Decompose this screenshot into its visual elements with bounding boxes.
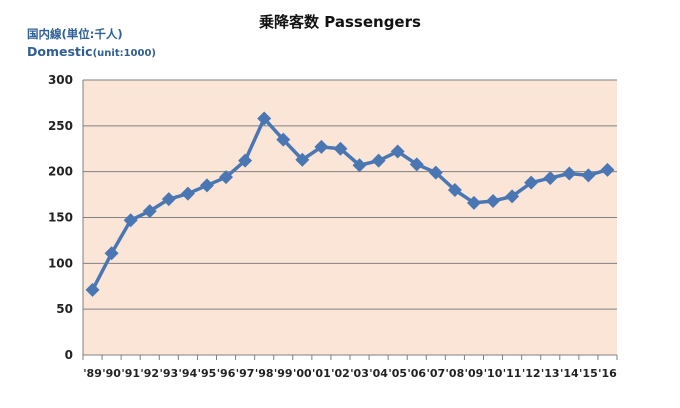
data-point xyxy=(257,111,272,126)
data-point xyxy=(314,139,329,154)
data-point xyxy=(142,204,157,219)
data-point xyxy=(104,246,119,261)
y-tick-label: 0 xyxy=(65,348,73,362)
data-point xyxy=(409,157,424,172)
x-tick-label: '11 xyxy=(503,367,522,380)
y-tick-label: 100 xyxy=(48,256,73,270)
x-tick-label: '16 xyxy=(598,367,617,380)
data-point xyxy=(333,141,348,156)
x-tick-label: '01 xyxy=(312,367,331,380)
data-point xyxy=(85,282,100,297)
data-point xyxy=(428,165,443,180)
unit-label-en: Domestic(unit:1000) xyxy=(27,44,156,59)
x-tick-label: '89 xyxy=(83,367,102,380)
x-tick-label: '99 xyxy=(274,367,293,380)
chart-title: 乗降客数 Passengers xyxy=(259,13,421,31)
unit-label-jp: 国内線(単位:千人) xyxy=(27,27,123,41)
data-point xyxy=(199,178,214,193)
x-tick-label: '05 xyxy=(388,367,407,380)
x-tick-label: '03 xyxy=(350,367,369,380)
x-tick-label: '02 xyxy=(331,367,350,380)
data-point xyxy=(447,183,462,197)
x-tick-label: '06 xyxy=(407,367,426,380)
x-tick-label: '12 xyxy=(522,367,541,380)
x-tick-label: '90 xyxy=(102,367,121,380)
series-line xyxy=(90,116,608,291)
y-tick-label: 250 xyxy=(48,119,73,133)
data-point xyxy=(123,213,138,228)
x-tick-label: '15 xyxy=(579,367,598,380)
y-tick-label: 200 xyxy=(48,165,73,179)
x-tick-label: '07 xyxy=(426,367,445,380)
data-point xyxy=(581,168,596,183)
x-tick-label: '08 xyxy=(446,367,465,380)
x-tick-label: '09 xyxy=(465,367,484,380)
x-tick-label: '14 xyxy=(560,367,579,380)
data-point xyxy=(276,132,291,147)
unit-label-en-sub: (unit:1000) xyxy=(92,48,156,59)
y-tick-label: 150 xyxy=(48,211,73,225)
data-point xyxy=(505,189,520,204)
x-tick-label: '97 xyxy=(236,367,255,380)
data-point xyxy=(219,170,234,185)
x-tick-label: '98 xyxy=(255,367,274,380)
data-point xyxy=(352,158,367,173)
data-point xyxy=(371,153,386,168)
data-point xyxy=(600,162,615,177)
data-point xyxy=(238,153,253,168)
data-point xyxy=(562,166,577,181)
x-tick-label: '04 xyxy=(369,367,388,380)
unit-label-en-main: Domestic xyxy=(27,44,93,59)
x-tick-label: '94 xyxy=(179,367,198,380)
x-tick-label: '13 xyxy=(541,367,560,380)
data-point xyxy=(295,152,310,167)
x-tick-label: '93 xyxy=(159,367,178,380)
y-tick-label: 50 xyxy=(56,302,73,316)
data-point xyxy=(524,175,539,190)
y-tick-label: 300 xyxy=(48,73,73,87)
x-tick-label: '10 xyxy=(484,367,503,380)
data-point xyxy=(161,192,176,207)
x-tick-label: '00 xyxy=(293,367,312,380)
x-tick-label: '95 xyxy=(198,367,217,380)
x-tick-label: '96 xyxy=(217,367,236,380)
x-tick-label: '92 xyxy=(140,367,159,380)
data-point xyxy=(543,171,558,186)
data-point xyxy=(390,144,405,159)
data-point xyxy=(486,194,501,208)
data-point xyxy=(466,195,481,210)
x-tick-label: '91 xyxy=(121,367,140,380)
data-point xyxy=(180,186,195,201)
